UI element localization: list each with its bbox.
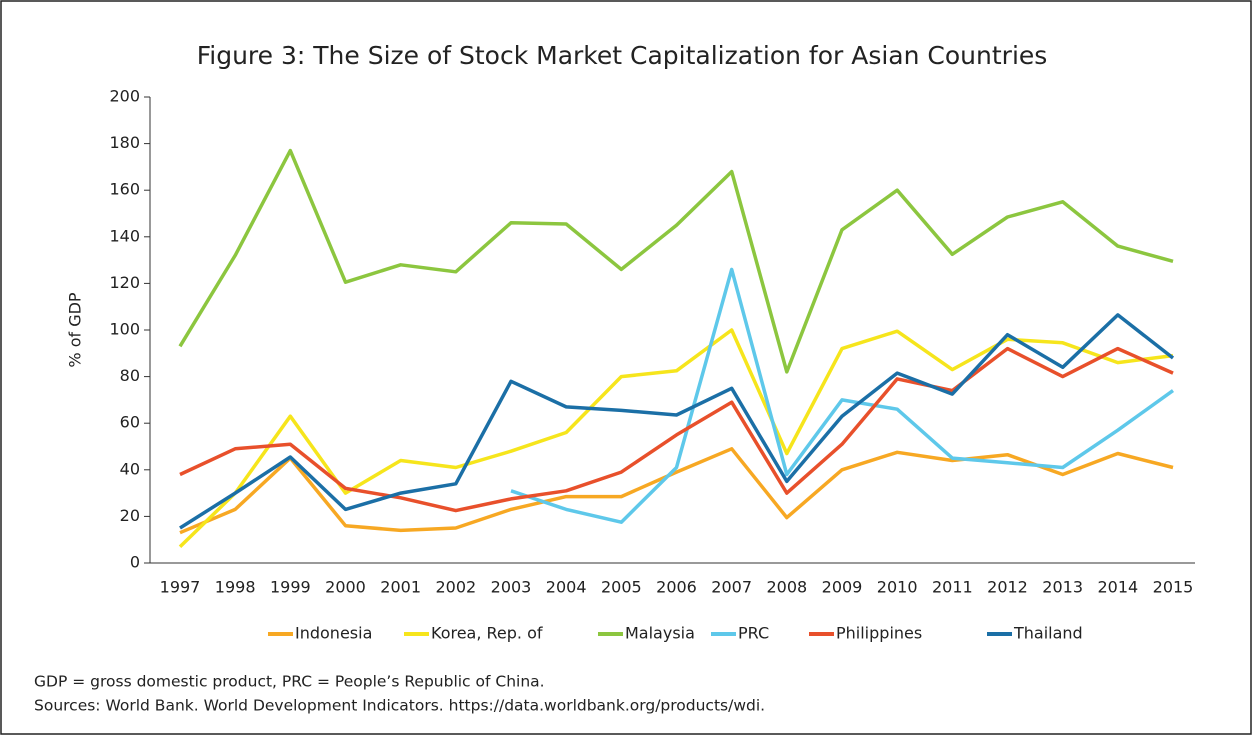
x-tick-label: 1998: [215, 578, 256, 597]
x-tick-label: 2003: [491, 578, 532, 597]
y-tick-label: 180: [109, 133, 140, 152]
y-tick-label: 100: [109, 320, 140, 339]
y-tick-label: 140: [109, 226, 140, 245]
y-tick-label: 80: [120, 366, 140, 385]
series-line: [179, 313, 1175, 530]
x-tick-label: 2015: [1153, 578, 1194, 597]
legend-label: Thailand: [1013, 624, 1083, 643]
y-tick-label: 20: [120, 506, 140, 525]
y-tick-label: 40: [120, 459, 140, 478]
legend-label: Philippines: [836, 624, 922, 643]
x-tick-label: 2011: [932, 578, 973, 597]
series-line: [179, 346, 1174, 513]
y-tick-label: 200: [109, 87, 140, 106]
series-line: [510, 267, 1175, 524]
note: GDP = gross domestic product, PRC = Peop…: [34, 673, 545, 691]
x-tick-label: 2002: [435, 578, 476, 597]
x-tick-label: 2000: [325, 578, 366, 597]
legend-label: Malaysia: [625, 624, 695, 643]
y-tick-label: 120: [109, 273, 140, 292]
x-tick-label: 2012: [987, 578, 1028, 597]
note: Sources: World Bank. World Development I…: [34, 697, 765, 715]
x-tick-label: 2014: [1097, 578, 1138, 597]
series-line: [178, 328, 1174, 548]
legend-label: PRC: [738, 624, 769, 643]
x-tick-label: 1997: [160, 578, 201, 597]
series-line: [178, 148, 1174, 374]
x-tick-label: 2005: [601, 578, 642, 597]
legend-label: Indonesia: [295, 624, 372, 643]
y-axis-label: % of GDP: [66, 292, 85, 368]
x-tick-label: 2008: [766, 578, 807, 597]
y-tick-label: 0: [130, 553, 140, 572]
legend-label: Korea, Rep. of: [431, 624, 543, 643]
chart-title: Figure 3: The Size of Stock Market Capit…: [197, 41, 1048, 70]
x-tick-label: 2001: [380, 578, 421, 597]
x-tick-label: 2013: [1042, 578, 1083, 597]
x-tick-label: 2010: [877, 578, 918, 597]
y-tick-label: 160: [109, 180, 140, 199]
x-tick-label: 2009: [822, 578, 863, 597]
series-line: [179, 447, 1174, 535]
y-tick-label: 60: [120, 413, 140, 432]
x-tick-label: 2004: [546, 578, 587, 597]
x-tick-label: 2007: [711, 578, 752, 597]
x-tick-label: 2006: [656, 578, 697, 597]
x-tick-label: 1999: [270, 578, 311, 597]
